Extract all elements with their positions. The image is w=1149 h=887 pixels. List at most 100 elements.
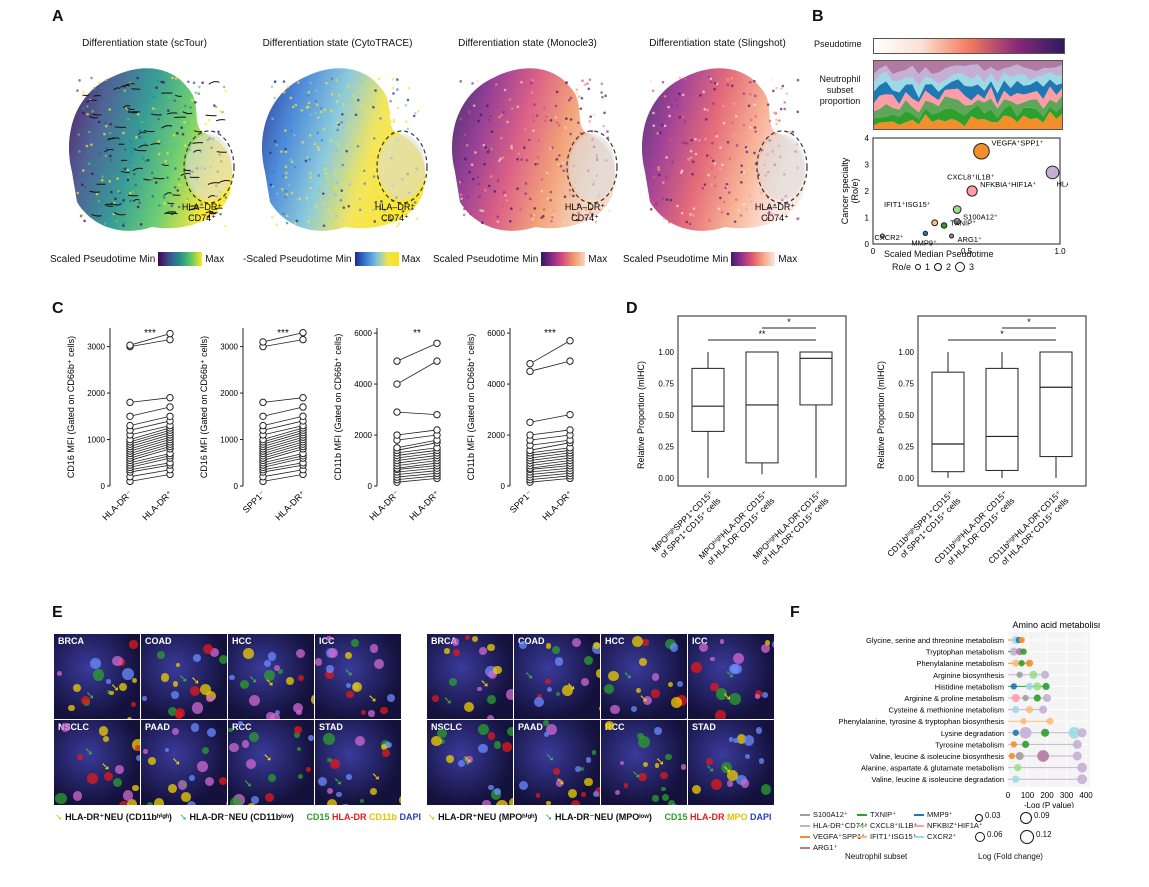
c-pair-line [129, 427, 171, 440]
c-pair-line [129, 448, 171, 461]
umap-cell [88, 130, 91, 134]
c-pair-line [396, 472, 438, 478]
umap-cell [537, 139, 540, 143]
umap-cell [791, 130, 795, 134]
umap-cell [287, 118, 291, 121]
cell-spot [743, 735, 755, 746]
umap-cell [316, 131, 319, 135]
cell-spot [297, 747, 302, 752]
umap-cell [487, 118, 491, 122]
b-xtick-label: 0.5 [961, 247, 973, 256]
umap-cell [463, 207, 466, 211]
cluster-region [186, 134, 232, 200]
velocity-arrow [167, 202, 175, 205]
umap-cell [510, 107, 514, 110]
umap-cell [269, 183, 273, 187]
umap-cell [196, 201, 200, 204]
umap-cell [763, 109, 766, 113]
cell-spot [486, 714, 494, 719]
umap-cell [206, 215, 210, 218]
f-subset-item: CXCR2⁺ [914, 832, 956, 841]
yellow-arrow-icon: ➘ [639, 692, 649, 705]
cell-spot [493, 741, 502, 749]
umap-cell [502, 110, 505, 114]
f-xtick-label: 200 [1040, 791, 1054, 800]
cell-spot [762, 692, 768, 698]
umap-cell [652, 111, 655, 115]
d-ytick-label: 0.00 [898, 474, 914, 483]
umap-cell [479, 113, 483, 117]
umap-cell [162, 194, 166, 198]
c-point-left [526, 367, 534, 376]
cell-spot [502, 742, 512, 752]
cell-spot [326, 635, 332, 642]
umap-cell [543, 106, 546, 110]
f-point [1011, 693, 1020, 703]
c-point-left [393, 357, 401, 365]
colorbar-min: Min [712, 253, 729, 265]
cell-spot [637, 732, 644, 740]
umap-cell [417, 110, 420, 113]
cell-spot [691, 784, 702, 794]
umap-cell [688, 222, 692, 226]
umap-cell [78, 79, 81, 82]
f-size-label: 0.06 [987, 830, 1003, 839]
umap-cell [536, 156, 540, 159]
umap-cell [406, 98, 410, 102]
umap-cell [767, 212, 770, 215]
cell-spot [114, 765, 124, 774]
cell-spot [132, 677, 138, 683]
cell-spot [773, 804, 774, 805]
umap-cell [307, 91, 310, 94]
umap-cell [348, 183, 351, 186]
umap-cell [176, 189, 180, 192]
umap-cell [681, 202, 685, 205]
umap-cell [478, 195, 481, 198]
cell-spot [199, 683, 211, 696]
umap-cell [459, 193, 463, 196]
umap-cell [224, 89, 228, 93]
cell-spot [73, 683, 82, 692]
umap-cell [315, 88, 319, 92]
cell-spot [545, 723, 558, 736]
f-size-circle [975, 814, 983, 822]
velocity-arrow [110, 202, 121, 206]
umap-cell [733, 220, 737, 223]
c-point-right [566, 410, 574, 419]
cell-spot [251, 795, 259, 804]
tile-label: NSCLC [431, 722, 462, 732]
umap-cell [508, 98, 512, 101]
umap-cell [411, 207, 414, 210]
c-ytick-label: 3000 [87, 343, 105, 352]
umap-cell [783, 101, 787, 104]
b-point [952, 205, 962, 214]
cell-spot [105, 678, 111, 684]
umap-cell [554, 104, 558, 108]
umap-cell [732, 134, 736, 137]
green-arrow-icon: ➘ [524, 670, 534, 683]
c-pair-line [396, 452, 438, 459]
umap-cell [222, 85, 226, 89]
tile-label: HCC [605, 636, 625, 646]
umap-cell [156, 79, 160, 82]
b-point [940, 222, 948, 229]
umap-cell [275, 223, 278, 226]
cell-spot [571, 637, 581, 647]
c-pair-line [529, 470, 571, 475]
umap-cell [401, 209, 405, 213]
umap-cell [523, 128, 527, 131]
pseudotime-colorbar [873, 38, 1065, 54]
c-pair-line [129, 469, 171, 478]
umap-cell [293, 165, 297, 169]
cell-spot [580, 767, 585, 772]
umap-cell [391, 86, 395, 90]
cell-spot [310, 694, 314, 706]
umap-cell [563, 195, 567, 199]
umap-cell [101, 175, 104, 178]
umap-cell [392, 92, 395, 95]
umap-cell [702, 90, 705, 94]
b-y-title: Cancer specialty [840, 157, 850, 224]
umap-cell [416, 217, 419, 221]
c-pair-line [529, 414, 571, 423]
f-subset-item: HLA-DR⁺CD74⁺ [800, 821, 868, 830]
